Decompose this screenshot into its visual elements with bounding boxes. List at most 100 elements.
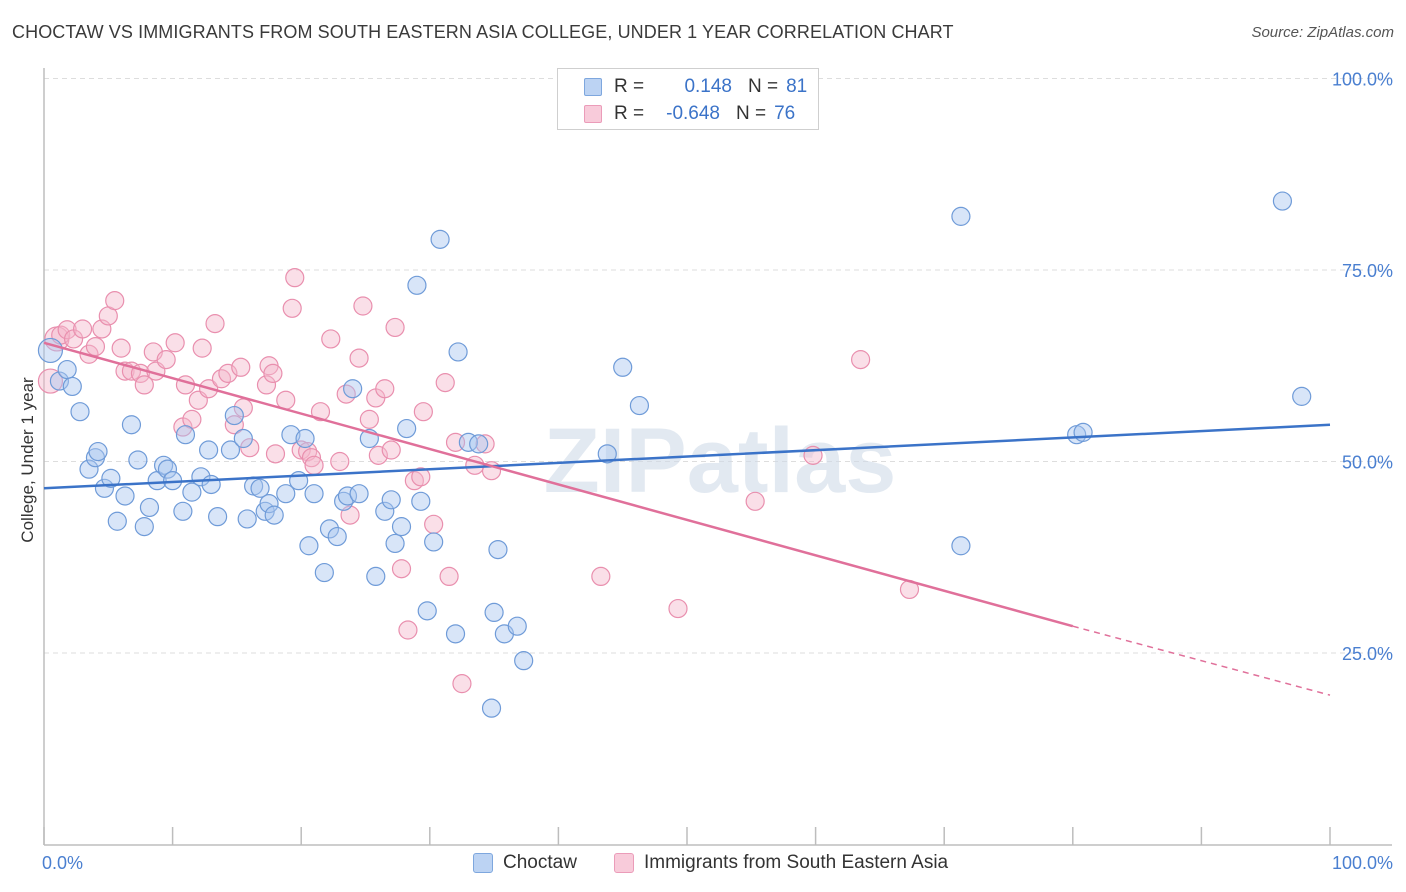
data-point-choctaw (613, 357, 633, 377)
data-point-immigrants (424, 514, 444, 534)
data-point-choctaw (514, 651, 534, 671)
pink-series-points (37, 268, 920, 694)
data-point-choctaw (157, 459, 178, 479)
data-point-immigrants (591, 566, 611, 587)
data-point-immigrants (353, 296, 373, 316)
data-point-immigrants (111, 338, 131, 358)
data-point-choctaw (349, 484, 369, 504)
data-point-immigrants (105, 291, 125, 311)
data-point-choctaw (430, 229, 450, 249)
chart-title: CHOCTAW VS IMMIGRANTS FROM SOUTH EASTERN… (12, 22, 954, 42)
data-point-choctaw (951, 206, 971, 226)
data-point-immigrants (359, 409, 379, 429)
data-point-immigrants (381, 440, 401, 460)
data-point-choctaw (481, 698, 502, 718)
y-tick-label: 75.0% (1342, 261, 1393, 281)
trend-line-choctaw (43, 423, 1331, 490)
legend-swatch-blue (473, 853, 493, 873)
data-point-choctaw (484, 602, 504, 623)
data-point-choctaw (385, 533, 405, 554)
data-point-choctaw (407, 275, 427, 295)
data-point-choctaw (314, 562, 334, 583)
legend-r-label: R = (614, 103, 645, 124)
axes (43, 68, 1392, 846)
data-point-immigrants (134, 375, 154, 395)
data-point-immigrants (385, 317, 405, 338)
data-point-immigrants (85, 337, 106, 357)
data-point-immigrants (231, 357, 251, 377)
data-point-choctaw (128, 450, 148, 470)
data-point-choctaw (458, 432, 478, 452)
data-point-choctaw (139, 497, 160, 518)
data-point-immigrants (375, 379, 395, 399)
correlation-legend: R = 0.148 N = 81 R = -0.648 N = 76 (557, 68, 819, 130)
trend-line-immigrants-extension (1072, 625, 1331, 696)
data-point-immigrants (668, 598, 688, 619)
data-point-immigrants (336, 384, 356, 404)
legend-swatch-pink (584, 105, 602, 123)
data-point-immigrants (205, 314, 225, 334)
tick-labels: 25.0% 50.0% 75.0% 100.0% 0.0% 100.0% (42, 70, 1393, 874)
data-point-choctaw (220, 440, 241, 460)
data-point-choctaw (173, 501, 193, 521)
data-point-immigrants (192, 338, 212, 358)
data-point-choctaw (49, 371, 70, 391)
data-point-choctaw (79, 459, 99, 479)
legend-item-immigrants[interactable]: Immigrants from South Eastern Asia (614, 852, 948, 874)
data-point-choctaw (375, 501, 395, 521)
legend-item-label: Choctaw (503, 852, 577, 873)
data-point-choctaw (201, 474, 221, 495)
data-point-choctaw (448, 342, 468, 362)
legend-n-value: 76 (774, 103, 796, 124)
legend-item-choctaw[interactable]: Choctaw (473, 852, 577, 874)
x-tick-label: 100.0% (1332, 853, 1393, 873)
y-axis-label: College, Under 1 year (18, 377, 37, 543)
x-tick-label: 0.0% (42, 853, 83, 873)
data-point-choctaw (264, 505, 284, 525)
data-point-choctaw (319, 519, 340, 539)
data-point-choctaw (250, 478, 270, 498)
data-point-choctaw (153, 455, 174, 475)
series-legend: Choctaw Immigrants from South Eastern As… (0, 852, 1406, 876)
data-point-choctaw (237, 509, 257, 529)
data-point-choctaw (182, 482, 202, 502)
data-point-immigrants (411, 467, 431, 487)
data-point-choctaw (281, 425, 301, 445)
legend-r-value: 0.148 (684, 76, 732, 97)
data-point-immigrants (175, 375, 196, 395)
data-point-immigrants (211, 369, 232, 389)
data-point-immigrants (435, 373, 455, 393)
y-tick-label: 25.0% (1342, 644, 1393, 664)
legend-r-value: -0.648 (666, 103, 720, 124)
data-point-choctaw (62, 376, 82, 397)
data-point-immigrants (72, 319, 93, 339)
data-point-immigrants (475, 434, 495, 454)
data-point-choctaw (366, 566, 386, 587)
trend-line-immigrants (43, 341, 1074, 628)
data-point-choctaw (343, 379, 363, 399)
data-point-immigrants (285, 268, 305, 288)
data-point-immigrants (349, 348, 369, 368)
data-point-immigrants (304, 455, 324, 475)
data-point-immigrants (321, 329, 341, 349)
data-point-choctaw (1073, 422, 1093, 442)
data-point-choctaw (507, 616, 527, 636)
data-point-choctaw (488, 539, 508, 560)
data-point-choctaw (391, 517, 412, 537)
data-point-choctaw (951, 536, 971, 556)
data-point-choctaw (295, 428, 315, 449)
legend-swatch-pink (614, 853, 634, 873)
data-point-choctaw (597, 444, 617, 464)
data-point-choctaw (299, 536, 319, 556)
data-point-choctaw (411, 491, 431, 511)
data-point-immigrants (330, 451, 350, 472)
data-point-choctaw (115, 486, 135, 506)
data-point-immigrants (265, 444, 286, 464)
data-point-immigrants (851, 350, 871, 370)
data-point-choctaw (259, 494, 279, 514)
legend-n-label: N = (736, 103, 767, 124)
data-point-choctaw (397, 418, 417, 439)
data-point-immigrants (398, 620, 418, 640)
data-point-immigrants (413, 402, 433, 422)
legend-n-label: N = (748, 76, 779, 97)
